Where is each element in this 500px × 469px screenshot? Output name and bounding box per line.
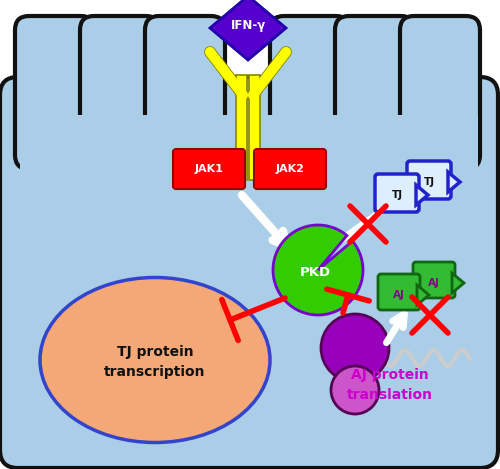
Text: PKD: PKD xyxy=(300,265,330,279)
FancyBboxPatch shape xyxy=(400,16,480,169)
Text: AJ: AJ xyxy=(428,278,440,288)
FancyBboxPatch shape xyxy=(378,274,420,310)
FancyBboxPatch shape xyxy=(15,16,95,169)
Polygon shape xyxy=(417,285,429,305)
Circle shape xyxy=(321,314,389,382)
Bar xyxy=(236,75,247,180)
FancyBboxPatch shape xyxy=(375,174,419,212)
Polygon shape xyxy=(210,0,286,60)
FancyBboxPatch shape xyxy=(413,262,455,298)
Text: JAK2: JAK2 xyxy=(276,164,304,174)
Polygon shape xyxy=(416,185,428,205)
Bar xyxy=(20,95,478,155)
Circle shape xyxy=(331,366,379,414)
FancyBboxPatch shape xyxy=(335,16,415,169)
Polygon shape xyxy=(448,172,460,192)
Bar xyxy=(249,75,260,180)
Text: TJ protein
transcription: TJ protein transcription xyxy=(104,345,206,379)
FancyBboxPatch shape xyxy=(80,16,160,169)
FancyBboxPatch shape xyxy=(270,16,350,169)
Wedge shape xyxy=(273,225,363,315)
FancyBboxPatch shape xyxy=(0,77,498,468)
Polygon shape xyxy=(452,273,464,293)
FancyBboxPatch shape xyxy=(173,149,245,189)
FancyBboxPatch shape xyxy=(145,16,225,169)
Text: TJ: TJ xyxy=(424,177,434,187)
Text: IFN-γ: IFN-γ xyxy=(230,18,266,31)
FancyBboxPatch shape xyxy=(407,161,451,199)
Text: JAK1: JAK1 xyxy=(194,164,224,174)
Text: TJ: TJ xyxy=(392,190,402,200)
Ellipse shape xyxy=(40,278,270,442)
Bar xyxy=(20,130,478,150)
Text: AJ: AJ xyxy=(393,290,405,300)
FancyBboxPatch shape xyxy=(254,149,326,189)
Text: AJ protein
translation: AJ protein translation xyxy=(347,368,433,402)
Bar xyxy=(20,115,478,175)
